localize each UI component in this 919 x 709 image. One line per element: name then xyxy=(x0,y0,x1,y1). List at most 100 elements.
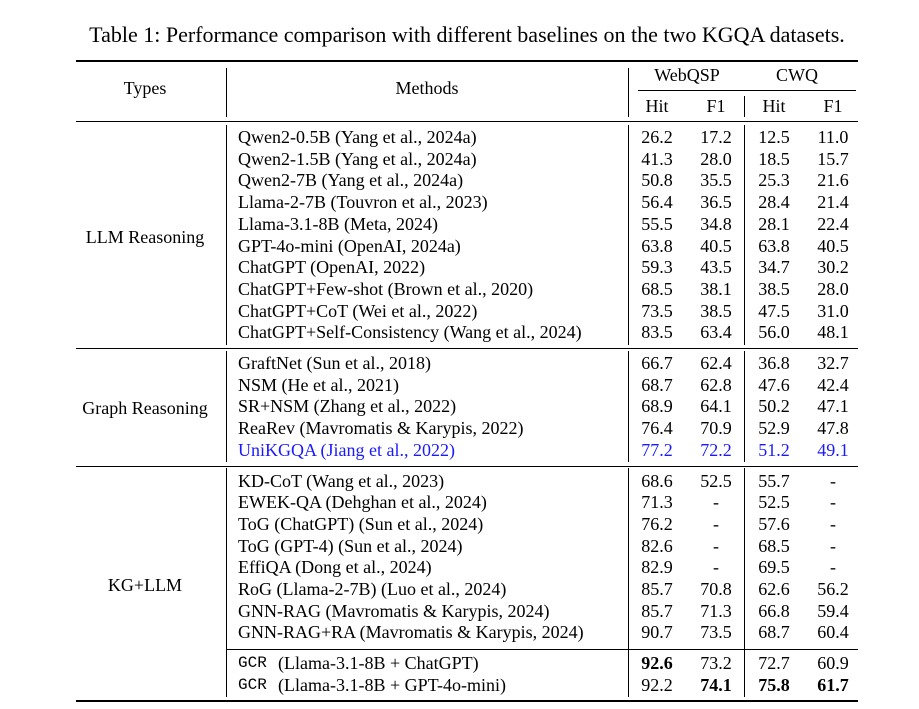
method-name: NSM (He et al., 2021) xyxy=(238,374,399,395)
score-cell: 43.5 xyxy=(700,257,732,278)
score-cell: 92.6 xyxy=(641,653,673,674)
score-cell: 31.0 xyxy=(817,300,849,321)
group-rule xyxy=(76,348,858,350)
score-cell: 68.5 xyxy=(758,535,790,556)
score-cell: 38.5 xyxy=(758,278,790,299)
col-divider xyxy=(743,96,745,117)
metric-header: Hit xyxy=(645,96,669,116)
method-name: (Llama-3.1-8B + ChatGPT) xyxy=(278,653,479,674)
col-divider xyxy=(627,68,629,117)
score-cell: 21.4 xyxy=(817,192,849,213)
score-cell: 34.8 xyxy=(700,213,732,234)
method-name: EWEK-QA (Dehghan et al., 2024) xyxy=(238,492,487,513)
score-cell: 70.8 xyxy=(700,579,732,599)
method-name: ReaRev (Mavromatis & Karypis, 2022) xyxy=(238,418,524,439)
score-cell: 68.9 xyxy=(641,396,673,417)
score-cell: 56.0 xyxy=(758,322,790,343)
score-cell: 55.5 xyxy=(641,213,673,234)
score-cell: 75.8 xyxy=(758,674,790,695)
score-cell: 50.8 xyxy=(641,170,673,191)
score-cell: 30.2 xyxy=(817,257,849,278)
method-name: Qwen2-0.5B (Yang et al., 2024a) xyxy=(238,127,477,147)
method-name: UniKGQA (Jiang et al., 2022) xyxy=(238,439,455,460)
score-cell: 59.3 xyxy=(641,257,673,278)
score-cell: 36.5 xyxy=(700,192,732,213)
col-divider xyxy=(743,350,745,463)
score-cell: 72.2 xyxy=(700,439,732,460)
score-cell: 26.2 xyxy=(641,127,673,147)
method-name: GNN-RAG+RA (Mavromatis & Karypis, 2024) xyxy=(238,622,584,643)
score-cell: 73.2 xyxy=(700,653,732,674)
methods-header: Methods xyxy=(395,78,459,98)
method-name: ChatGPT+Few-shot (Brown et al., 2020) xyxy=(238,278,534,299)
method-name: ToG (GPT-4) (Sun et al., 2024) xyxy=(238,535,463,556)
method-name: ChatGPT+CoT (Wei et al., 2022) xyxy=(238,300,478,321)
score-cell: 48.1 xyxy=(817,322,849,343)
score-cell: 28.1 xyxy=(758,213,790,234)
score-cell: 83.5 xyxy=(641,322,673,343)
score-cell: 38.1 xyxy=(700,278,732,299)
score-cell: 28.0 xyxy=(700,148,732,169)
score-cell: 41.3 xyxy=(641,148,673,169)
col-divider xyxy=(627,468,629,698)
score-cell: - xyxy=(830,557,836,578)
score-cell: 77.2 xyxy=(641,439,673,460)
method-name: (Llama-3.1-8B + GPT-4o-mini) xyxy=(278,674,506,695)
method-name: GNN-RAG (Mavromatis & Karypis, 2024) xyxy=(238,600,550,621)
score-cell: 76.2 xyxy=(641,513,673,534)
score-cell: 73.5 xyxy=(700,622,732,643)
col-divider xyxy=(627,350,629,463)
score-cell: 66.8 xyxy=(758,600,790,621)
score-cell: 62.4 xyxy=(700,353,732,373)
score-cell: 63.8 xyxy=(641,235,673,256)
score-cell: 73.5 xyxy=(641,300,673,321)
score-cell: 34.7 xyxy=(758,257,790,278)
score-cell: 52.5 xyxy=(700,470,732,491)
method-name: Qwen2-7B (Yang et al., 2024a) xyxy=(238,170,464,191)
score-cell: 60.9 xyxy=(817,653,849,674)
score-cell: - xyxy=(713,557,719,578)
score-cell: 68.5 xyxy=(641,278,673,299)
types-header: Types xyxy=(123,78,167,98)
score-cell: 70.9 xyxy=(700,418,732,439)
group-type: KG+LLM xyxy=(107,574,183,595)
score-cell: 85.7 xyxy=(641,579,673,599)
section-rule xyxy=(226,649,858,651)
caption: Table 1: Performance comparison with dif… xyxy=(89,22,845,47)
score-cell: 68.6 xyxy=(641,470,673,491)
method-name: ChatGPT (OpenAI, 2022) xyxy=(238,257,426,278)
score-cell: 28.4 xyxy=(758,192,790,213)
score-cell: 36.8 xyxy=(758,353,790,373)
score-cell: 55.7 xyxy=(758,470,790,491)
score-cell: - xyxy=(830,513,836,534)
method-name: Llama-3.1-8B (Meta, 2024) xyxy=(238,213,438,234)
score-cell: 92.2 xyxy=(641,674,673,695)
score-cell: - xyxy=(830,492,836,513)
score-cell: 74.1 xyxy=(700,674,732,695)
col-divider xyxy=(627,124,629,345)
score-cell: - xyxy=(713,535,719,556)
score-cell: 49.1 xyxy=(817,439,849,460)
score-cell: 66.7 xyxy=(641,353,673,373)
score-cell: 11.0 xyxy=(817,127,849,147)
score-cell: 82.6 xyxy=(641,535,673,556)
method-name: ToG (ChatGPT) (Sun et al., 2024) xyxy=(238,513,484,534)
score-cell: 71.3 xyxy=(641,492,673,513)
score-cell: 22.4 xyxy=(817,213,849,234)
score-cell: - xyxy=(713,513,719,534)
score-cell: 40.5 xyxy=(817,235,849,256)
score-cell: 52.5 xyxy=(758,492,790,513)
header-rule xyxy=(76,120,858,122)
score-cell: - xyxy=(830,470,836,491)
score-cell: 64.1 xyxy=(700,396,732,417)
score-cell: 62.6 xyxy=(758,579,790,599)
score-cell: 85.7 xyxy=(641,600,673,621)
score-cell: 62.8 xyxy=(700,374,732,395)
score-cell: 38.5 xyxy=(700,300,732,321)
score-cell: 63.4 xyxy=(700,322,732,343)
score-cell: 56.4 xyxy=(641,192,673,213)
score-cell: 50.2 xyxy=(758,396,790,417)
score-cell: 59.4 xyxy=(817,600,849,621)
score-cell: 47.8 xyxy=(817,418,849,439)
